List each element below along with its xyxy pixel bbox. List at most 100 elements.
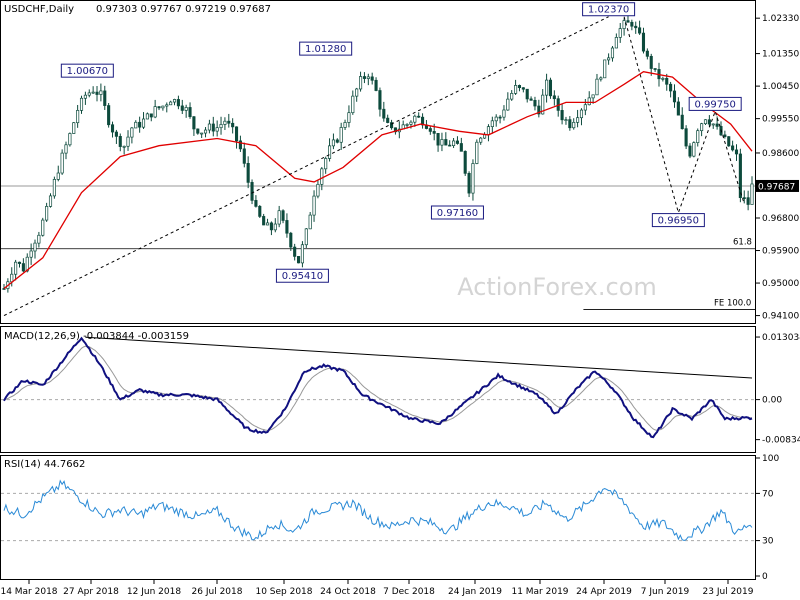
- x-tick-label: 11 Mar 2019: [511, 587, 568, 597]
- price-tick-label: 0.95900: [762, 247, 799, 257]
- moving-average-line: [3, 71, 753, 290]
- candle-body: [607, 57, 611, 61]
- candle-body: [45, 206, 49, 221]
- candle-body: [145, 113, 149, 120]
- candle-body: [459, 143, 463, 152]
- candle-body: [498, 116, 502, 119]
- candle-body: [281, 210, 285, 221]
- candle-body: [203, 129, 208, 134]
- candle-body: [29, 250, 33, 258]
- candle-body: [638, 27, 642, 34]
- candle-body: [711, 123, 715, 126]
- price-label: 0.97160: [437, 208, 478, 219]
- candle-body: [351, 95, 355, 114]
- candle-body: [413, 115, 417, 123]
- candle-body: [479, 137, 483, 143]
- candle-body: [289, 232, 293, 248]
- candle-body: [316, 183, 320, 197]
- candle-body: [126, 136, 130, 147]
- x-tick-label: 24 Apr 2019: [576, 587, 632, 597]
- candle-body: [676, 101, 680, 116]
- candle-body: [502, 109, 506, 118]
- candle-body: [99, 90, 103, 95]
- x-tick-label: 10 Sep 2018: [255, 587, 312, 597]
- candle-body: [72, 122, 76, 134]
- candle-body: [634, 25, 638, 29]
- candle-body: [568, 119, 572, 129]
- x-tick-label: 27 Apr 2018: [63, 587, 119, 597]
- candle-body: [293, 246, 297, 257]
- fib-618-label: 61.8: [733, 238, 752, 248]
- candle-body: [506, 98, 510, 111]
- x-tick-label: 12 Jun 2018: [127, 587, 181, 597]
- candle-body: [335, 139, 339, 143]
- rsi-line: [3, 479, 753, 542]
- candle-body: [223, 120, 227, 125]
- rsi-title: RSI(14) 44.7662: [4, 459, 85, 470]
- candle-body: [296, 256, 301, 264]
- price-label-box: [688, 96, 742, 111]
- candle-body: [731, 145, 735, 151]
- candle-body: [595, 78, 599, 96]
- candle-body: [483, 134, 487, 139]
- macd-trendline: [85, 336, 753, 379]
- candle-body: [68, 133, 72, 146]
- candle-body: [572, 121, 576, 129]
- candle-body: [436, 133, 440, 146]
- candle-body: [64, 144, 68, 154]
- candle-body: [254, 200, 258, 207]
- candle-body: [649, 55, 653, 69]
- candle-body: [328, 145, 332, 159]
- candle-body: [87, 92, 91, 96]
- x-tick-label: 7 Jun 2019: [641, 587, 690, 597]
- candle-body: [134, 121, 138, 129]
- candle-body: [192, 116, 196, 130]
- candle-body: [448, 144, 452, 147]
- candle-body: [746, 197, 750, 205]
- candle-body: [17, 261, 22, 264]
- candle-body: [211, 123, 215, 132]
- candle-body: [56, 172, 60, 180]
- candle-body: [560, 110, 564, 121]
- candle-body: [599, 77, 603, 80]
- price-label-box: [60, 63, 114, 78]
- candle-body: [514, 85, 518, 94]
- candle-body: [25, 256, 29, 272]
- candle-body: [374, 79, 378, 91]
- candle-body: [331, 139, 335, 147]
- price-label-box: [582, 2, 636, 17]
- candle-body: [312, 195, 316, 216]
- candle-body: [742, 197, 746, 199]
- candle-body: [386, 117, 390, 123]
- price-panel: [0, 0, 756, 324]
- candle-body: [452, 140, 456, 147]
- candle-body: [196, 128, 200, 134]
- macd-signal-line: [3, 345, 753, 431]
- x-tick-label: 24 Jan 2019: [448, 587, 502, 597]
- candle-body: [180, 105, 184, 111]
- price-label: 1.00670: [67, 66, 108, 77]
- candle-body: [277, 210, 281, 225]
- candle-body: [603, 59, 607, 79]
- candle-body: [444, 139, 448, 146]
- candle-body: [378, 90, 382, 110]
- candle-body: [587, 97, 591, 106]
- candle-body: [700, 123, 704, 132]
- rising-trendline: [3, 16, 609, 317]
- candle-body: [122, 145, 126, 148]
- candle-body: [262, 216, 266, 226]
- candle-body: [723, 134, 727, 137]
- candle-body: [304, 228, 308, 246]
- candle-body: [672, 90, 677, 103]
- candle-body: [688, 145, 692, 157]
- price-label: 1.01280: [305, 44, 346, 55]
- candle-body: [428, 128, 432, 132]
- candle-body: [91, 91, 95, 94]
- candle-body: [661, 77, 665, 80]
- price-label: 0.95410: [282, 271, 323, 282]
- x-tick-label: 26 Jul 2018: [192, 587, 243, 597]
- candle-body: [715, 123, 719, 127]
- candle-body: [110, 124, 115, 133]
- rsi-tick-label: 30: [762, 537, 774, 547]
- candle-body: [707, 119, 711, 125]
